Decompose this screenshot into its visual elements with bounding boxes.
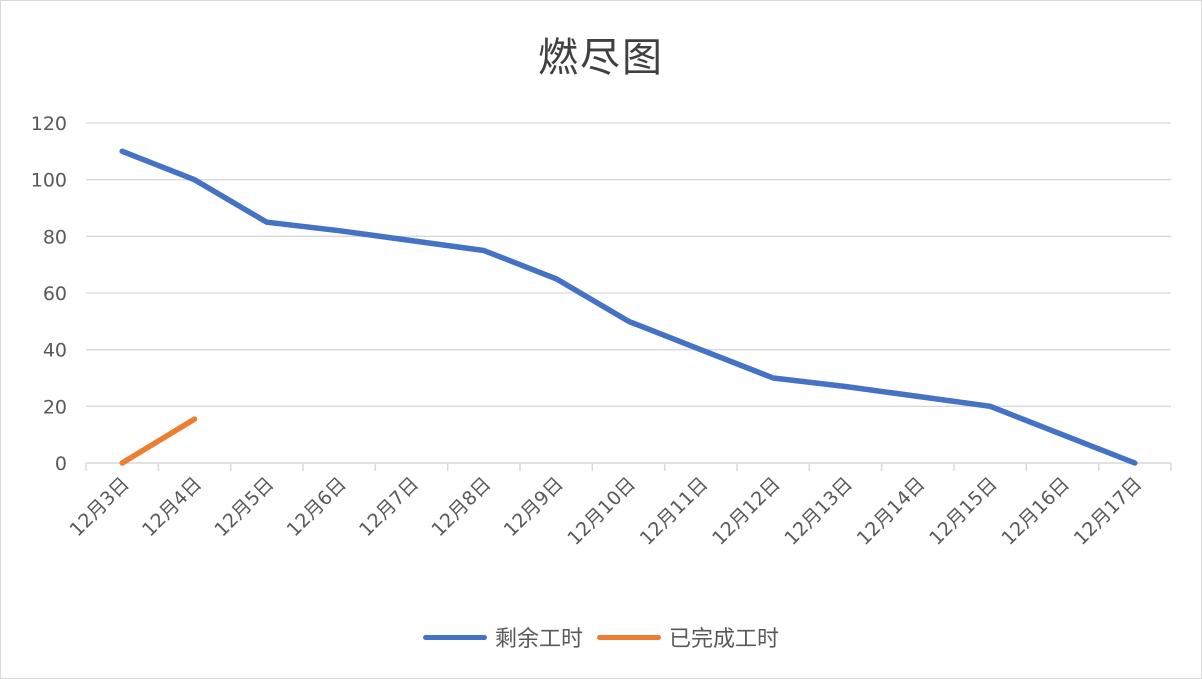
legend-item-1: 已完成工时: [597, 621, 779, 653]
x-tick-label: 12月15日: [925, 473, 1002, 550]
y-tick-label: 100: [31, 170, 67, 192]
legend-label: 已完成工时: [669, 627, 780, 652]
y-tick-label: 60: [43, 283, 67, 305]
x-tick-label: 12月14日: [853, 473, 930, 550]
x-tick-label: 12月8日: [427, 473, 495, 541]
y-tick-label: 0: [55, 453, 67, 475]
legend-item-0: 剩余工时: [422, 621, 583, 653]
series-line-0: [119, 148, 1138, 466]
legend-swatch: [597, 634, 661, 640]
x-tick-label: 12月12日: [708, 473, 785, 550]
x-tick-label: 12月9日: [500, 473, 568, 541]
x-tick-label: 12月3日: [66, 473, 134, 541]
x-tick-label: 12月5日: [210, 473, 278, 541]
y-tick-label: 80: [43, 226, 67, 248]
legend-label: 剩余工时: [494, 627, 583, 652]
x-tick-label: 12月6日: [283, 473, 351, 541]
x-tick-label: 12月10日: [563, 473, 640, 550]
chart-legend: 剩余工时 已完成工时: [1, 621, 1201, 653]
x-tick-label: 12月16日: [997, 473, 1074, 550]
x-tick-label: 12月4日: [138, 473, 206, 541]
y-tick-label: 20: [43, 396, 67, 418]
x-tick-label: 12月7日: [355, 473, 423, 541]
x-tick-label: 12月13日: [780, 473, 857, 550]
y-tick-label: 120: [31, 113, 67, 135]
legend-swatch: [422, 634, 487, 640]
y-tick-label: 40: [43, 340, 67, 362]
x-tick-label: 12月11日: [636, 473, 713, 550]
x-tick-label: 12月17日: [1070, 473, 1147, 550]
series-line-1: [119, 416, 198, 466]
chart-title: 燃尽图: [538, 35, 664, 81]
